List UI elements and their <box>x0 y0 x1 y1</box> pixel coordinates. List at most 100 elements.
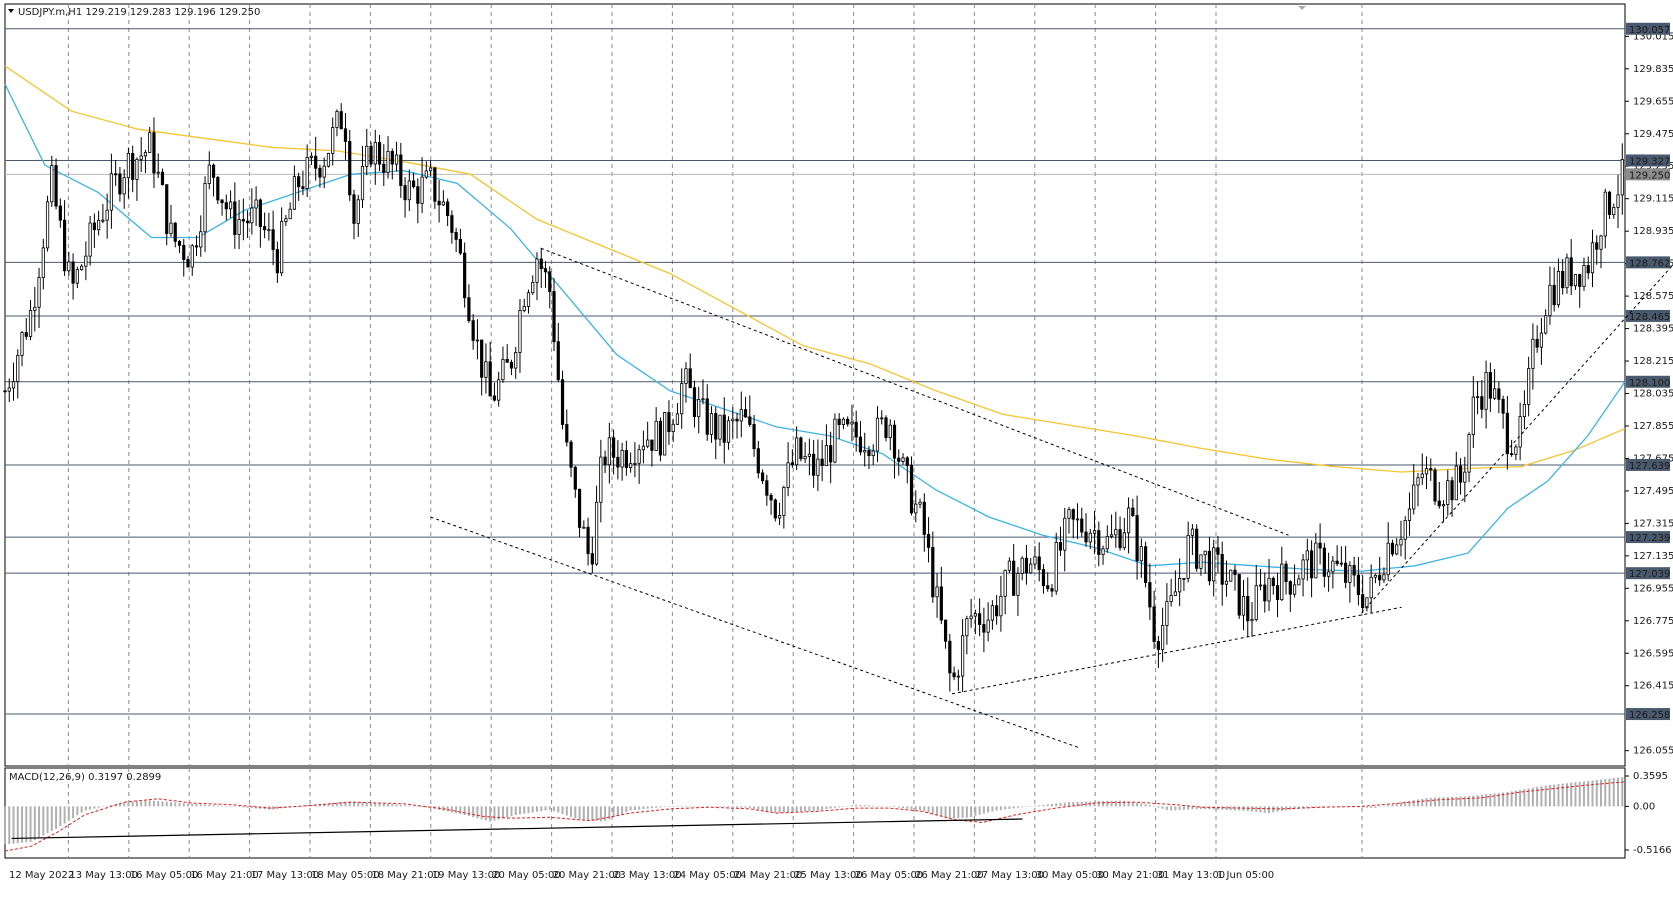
candle-body <box>24 332 28 337</box>
macd-trendline[interactable] <box>11 818 1023 840</box>
macd-bar <box>174 802 177 807</box>
candle-body <box>3 390 7 393</box>
macd-bar <box>727 806 730 808</box>
macd-bar <box>753 806 756 809</box>
candle-body <box>267 229 271 232</box>
candle-body <box>1488 372 1492 399</box>
candle-body <box>1058 542 1063 551</box>
candle-body <box>454 232 458 240</box>
macd-bar <box>1451 796 1454 807</box>
candles <box>3 103 1624 693</box>
candle-body <box>1148 582 1152 608</box>
macd-bar <box>1621 777 1624 807</box>
candle-body <box>973 613 977 617</box>
macd-bar <box>225 806 228 807</box>
candle-body <box>1135 515 1139 562</box>
macd-bar <box>1076 801 1079 807</box>
candle-body <box>803 456 807 460</box>
macd-bar <box>216 805 219 807</box>
candle-body <box>1361 594 1365 609</box>
candle-body <box>1033 556 1037 565</box>
macd-bar <box>310 804 313 807</box>
macd-bar <box>910 806 913 810</box>
macd-bar <box>1246 806 1249 812</box>
macd-bar <box>812 806 815 811</box>
candle-body <box>1569 257 1573 287</box>
candle-body <box>441 201 445 206</box>
macd-bar <box>1161 806 1164 809</box>
candle-body <box>620 449 624 468</box>
candle-body <box>1480 396 1484 410</box>
candle-body <box>599 456 603 503</box>
macd-bar <box>1293 806 1296 809</box>
candle-body <box>982 624 986 633</box>
candle-body <box>752 424 756 450</box>
candle-body <box>326 153 331 167</box>
symbol-info: USDJPY.m,H1 129.219 129.283 129.196 129.… <box>18 7 260 18</box>
macd-bar <box>744 806 747 808</box>
candle-body <box>701 398 705 401</box>
candle-body <box>697 399 701 418</box>
candle-body <box>582 526 586 529</box>
candle-body <box>16 354 20 382</box>
macd-bar <box>872 805 875 807</box>
macd-bar <box>816 806 819 811</box>
candle-body <box>1152 606 1156 642</box>
macd-bar <box>421 806 424 808</box>
candle-body <box>211 164 216 178</box>
macd-bar <box>518 806 521 815</box>
macd-bar <box>1038 805 1041 807</box>
candle-body <box>190 245 194 268</box>
trendline[interactable] <box>540 247 1289 536</box>
macd-bar <box>795 806 798 812</box>
candle-body <box>399 154 403 186</box>
candle-body <box>1182 577 1186 580</box>
macd-bar <box>936 806 939 816</box>
candle-body <box>160 171 165 186</box>
macd-bar <box>510 806 513 817</box>
macd-bar <box>787 806 790 813</box>
candle-body <box>67 261 71 272</box>
macd-bar <box>1123 800 1126 807</box>
candle-body <box>1220 553 1224 585</box>
candle-body <box>411 180 416 188</box>
time-label: 26 May 21:00 <box>915 870 984 881</box>
candle-body <box>1373 574 1378 578</box>
candle-body <box>1075 518 1080 521</box>
macd-bar <box>1008 806 1011 809</box>
candle-body <box>871 450 875 457</box>
candle-body <box>892 424 897 459</box>
candle-body <box>1054 542 1058 592</box>
macd-bar <box>978 806 981 815</box>
candle-body <box>263 226 267 231</box>
macd-bar <box>557 806 560 813</box>
candle-body <box>1412 484 1416 510</box>
trendline[interactable] <box>430 516 1080 749</box>
candle-body <box>1092 530 1097 534</box>
macd-bar <box>501 806 504 819</box>
current-price-tag <box>1626 168 1670 181</box>
candle-body <box>169 222 173 235</box>
candle-body <box>348 141 352 196</box>
collapse-arrow-icon[interactable] <box>8 9 14 13</box>
macd-bar <box>1497 792 1500 807</box>
candle-body <box>1416 477 1420 486</box>
trendline[interactable] <box>1361 234 1673 614</box>
candle-body <box>203 183 207 233</box>
candle-body <box>807 453 811 457</box>
macd-bar <box>131 801 134 807</box>
candle-body <box>1620 159 1624 196</box>
candle-body <box>450 215 454 233</box>
trendline[interactable] <box>951 606 1402 695</box>
level-tag-label: 127.039 <box>1629 569 1670 580</box>
candle-body <box>680 383 684 415</box>
candle-body <box>339 111 343 130</box>
macd-bar <box>344 801 347 807</box>
macd-bar <box>1204 806 1207 810</box>
macd-bar <box>697 806 700 807</box>
macd-bar <box>850 805 853 807</box>
candle-body <box>577 488 582 528</box>
candle-body <box>1263 584 1267 602</box>
macd-bar <box>1519 789 1522 807</box>
